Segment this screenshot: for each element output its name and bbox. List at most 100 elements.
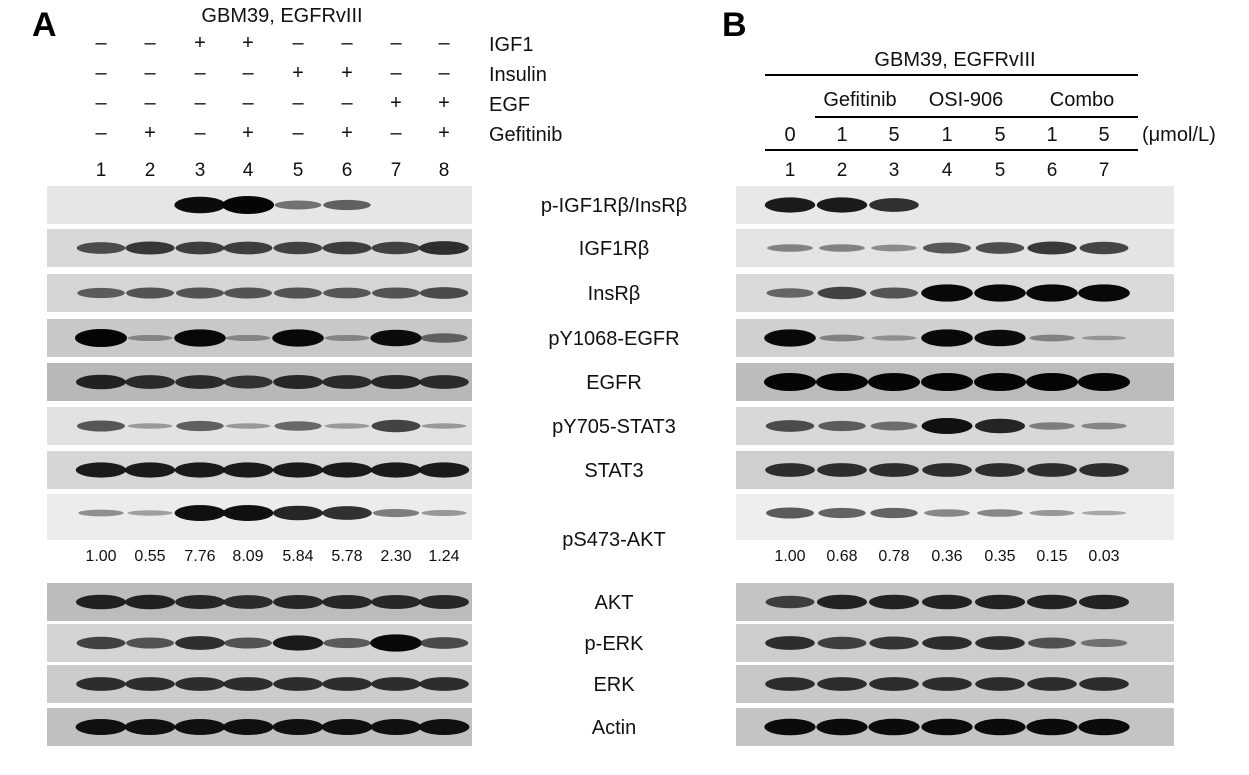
treatment-sign: –	[341, 92, 353, 114]
treatment-sign: –	[390, 122, 402, 144]
drug-group-label: Combo	[1050, 89, 1114, 111]
blot-band	[1027, 241, 1077, 255]
panel-b-blots	[736, 186, 1174, 746]
treatment-sign: +	[438, 122, 450, 144]
blot-band	[371, 374, 421, 390]
blot-band	[370, 719, 422, 735]
blot-band	[274, 287, 322, 299]
treatment-sign: –	[95, 62, 107, 84]
blot-band	[174, 505, 226, 521]
blot-row	[47, 494, 472, 540]
blot-band	[321, 719, 373, 735]
lane-number: 7	[391, 160, 402, 181]
blot-band	[273, 505, 323, 521]
panel-a-treatment-matrix: – – + + – – – – IGF1 – – – – + + – – Insulin – – – – – – + + EGF – +…	[95, 32, 562, 146]
blot-row	[47, 407, 472, 445]
blot-band	[765, 677, 815, 691]
protein-label: pY1068-EGFR	[548, 328, 679, 350]
blot-band	[419, 594, 469, 610]
dose-value: 1	[836, 124, 847, 146]
treatment-sign: –	[144, 62, 156, 84]
blot-band	[418, 719, 470, 735]
treatment-sign: +	[194, 32, 206, 54]
treatment-sign: –	[292, 122, 304, 144]
treatment-sign: –	[242, 62, 254, 84]
blot-band	[324, 423, 370, 429]
protein-label: p-IGF1Rβ/InsRβ	[541, 195, 687, 217]
blot-band	[77, 420, 125, 432]
blot-row	[736, 407, 1174, 445]
lane-number: 1	[96, 160, 107, 181]
lane-number: 3	[889, 160, 900, 181]
blot-band	[76, 242, 126, 254]
dose-value: 5	[1098, 124, 1109, 146]
lane-number: 3	[195, 160, 206, 181]
blot-band	[126, 637, 174, 649]
blot-band	[125, 677, 175, 691]
blot-band	[418, 462, 470, 478]
protein-labels: p-IGF1Rβ/InsRβ IGF1Rβ InsRβ pY1068-EGFR EGFR…	[541, 195, 687, 739]
blot-band	[921, 373, 973, 391]
blot-band	[174, 329, 226, 347]
blot-band	[175, 375, 225, 389]
treatment-sign: –	[194, 122, 206, 144]
blot-band	[322, 375, 372, 389]
blot-band	[175, 677, 225, 691]
blot-band	[124, 462, 176, 478]
treatment-sign: –	[292, 32, 304, 54]
blot-band	[125, 375, 175, 389]
pakt-quant-value: 0.36	[931, 548, 962, 565]
blot-band	[767, 244, 813, 252]
protein-label: Actin	[592, 717, 636, 739]
protein-label: p-ERK	[585, 633, 645, 655]
blot-band	[420, 333, 468, 343]
protein-label: pY705-STAT3	[552, 416, 676, 438]
lane-number: 1	[785, 160, 796, 181]
treatment-sign: –	[194, 62, 206, 84]
blot-band	[1081, 335, 1127, 341]
blot-band	[975, 242, 1025, 254]
blot-band	[421, 509, 467, 517]
protein-label: AKT	[595, 592, 634, 614]
panel-b-doses: 0 1 5 1 5 1 5	[784, 124, 1109, 146]
blot-band	[817, 677, 867, 691]
blot-band	[75, 329, 127, 347]
protein-label: pS473-AKT	[562, 529, 665, 551]
blot-band	[1079, 463, 1129, 477]
blot-band	[921, 418, 973, 434]
panel-a-letter: A	[32, 6, 57, 44]
lane-number: 6	[342, 160, 353, 181]
blot-band	[923, 242, 971, 254]
panel-a-lane-numbers: 1 2 3 4 5 6 7 8	[96, 160, 450, 181]
blot-band	[1080, 638, 1128, 648]
blot-band	[223, 241, 273, 255]
blot-band	[75, 462, 127, 478]
blot-band	[77, 287, 125, 299]
protein-label: InsRβ	[588, 283, 641, 305]
blot-row	[736, 319, 1174, 357]
blot-band	[765, 595, 815, 609]
blot-band	[818, 507, 866, 519]
blot-row	[736, 624, 1174, 662]
blot-band	[1027, 463, 1077, 477]
blot-band	[974, 373, 1026, 391]
treatment-label: EGF	[489, 94, 530, 116]
blot-band	[922, 636, 972, 650]
dose-value: 0	[784, 124, 795, 146]
blot-band	[175, 636, 225, 650]
panel-b-cell-line: GBM39, EGFRvIII	[874, 49, 1035, 71]
blot-band	[175, 241, 225, 255]
treatment-sign: +	[390, 92, 402, 114]
blot-band	[1029, 334, 1075, 342]
treatment-sign: +	[438, 92, 450, 114]
treatment-label: Insulin	[489, 64, 547, 86]
lane-number: 6	[1047, 160, 1058, 181]
blot-band	[1027, 594, 1077, 610]
blot-row	[736, 186, 1174, 224]
blot-band	[223, 375, 273, 389]
lane-number: 2	[145, 160, 156, 181]
blot-band	[765, 463, 815, 477]
blot-band	[975, 418, 1025, 434]
lane-number: 7	[1099, 160, 1110, 181]
